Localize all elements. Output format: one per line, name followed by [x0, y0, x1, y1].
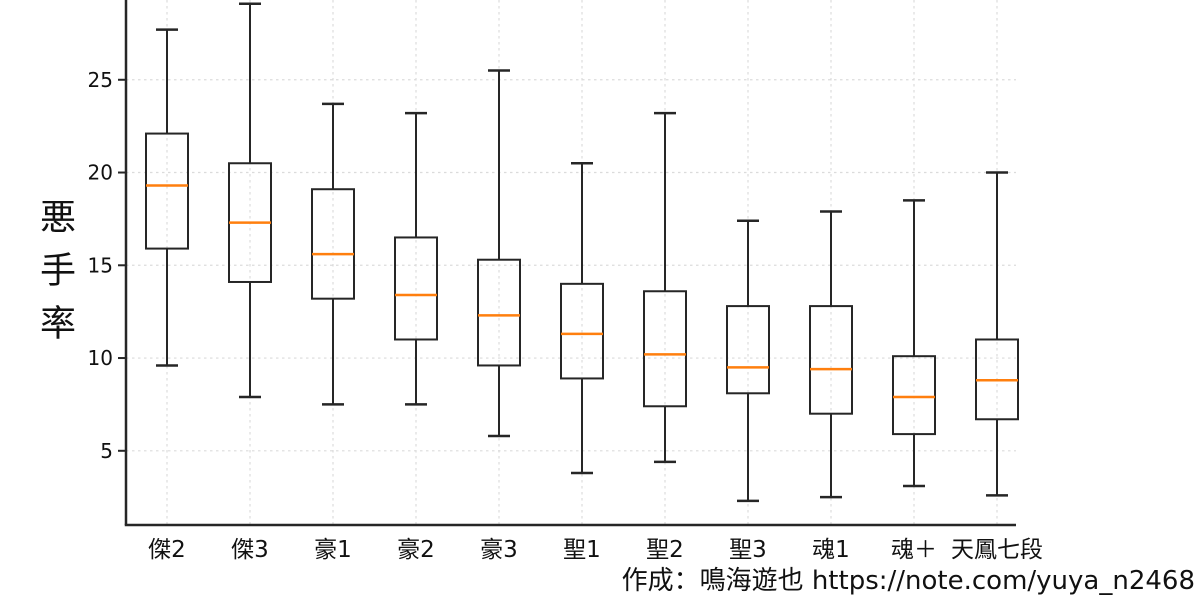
x-category-label: 天鳳七段 [951, 537, 1043, 563]
x-category-label: 聖2 [646, 537, 684, 563]
box-rect [477, 258, 521, 367]
y-tick-label: 25 [88, 68, 113, 92]
x-category-label: 傑3 [231, 537, 269, 563]
attribution-text: 作成：鳴海遊也 https://note.com/yuya_n2468 [621, 566, 1195, 595]
x-category-label: 魂＋ [891, 537, 937, 563]
x-category-label: 豪2 [397, 537, 435, 563]
box-rect [560, 282, 604, 380]
box-rect [726, 305, 770, 395]
box-rect [809, 305, 853, 415]
y-tick-label: 20 [88, 161, 113, 185]
y-axis-label: 悪手率 [34, 198, 75, 357]
x-category-label: 豪1 [314, 537, 352, 563]
x-category-label: 豪3 [480, 537, 518, 563]
x-category-label: 聖3 [729, 537, 767, 563]
y-tick-label: 15 [88, 253, 113, 277]
y-tick-label: 10 [88, 346, 113, 370]
box-rect [892, 355, 936, 436]
box-rect [643, 290, 687, 408]
x-category-label: 魂1 [812, 537, 850, 563]
box-rect [145, 132, 189, 250]
y-tick-label: 5 [100, 439, 113, 463]
box-rect [311, 188, 355, 300]
box-rect [394, 236, 438, 341]
x-category-label: 聖1 [563, 537, 601, 563]
x-category-label: 傑2 [148, 537, 186, 563]
